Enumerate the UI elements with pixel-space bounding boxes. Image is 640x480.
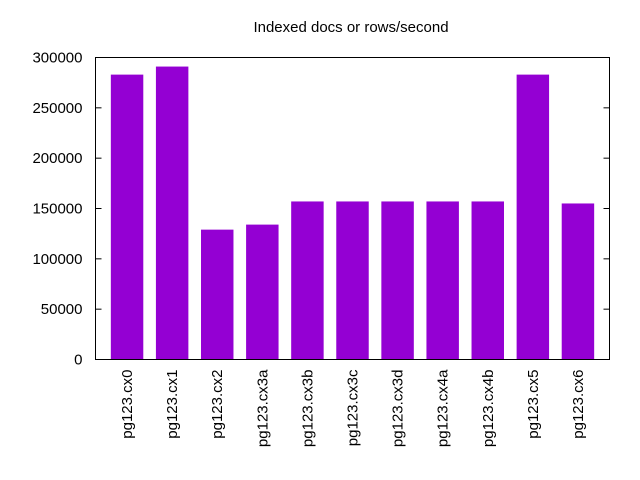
y-tick-label: 300000 [32,50,82,67]
y-tick-label: 0 [74,352,82,369]
y-tick-label: 100000 [32,251,82,268]
bar-pg123.cx4a [426,201,459,360]
y-tick-label: 50000 [41,301,83,318]
bar-pg123.cx3d [381,201,414,360]
bar-pg123.cx3c [336,201,369,360]
x-tick-label: pg123.cx1 [164,370,181,439]
y-tick-label: 200000 [32,150,82,167]
x-tick-label: pg123.cx5 [525,370,542,439]
x-tick-label: pg123.cx3c [345,369,362,446]
x-tick-label: pg123.cx0 [119,370,136,439]
chart-title: Indexed docs or rows/second [253,19,448,36]
y-tick-label: 250000 [32,100,82,117]
bar-pg123.cx3b [291,201,324,360]
bar-pg123.cx1 [155,66,189,360]
y-axis-ticks: 0 50000 100000 150000 200000 250000 300000 [32,50,610,369]
bars [110,66,595,360]
x-tick-label: pg123.cx4a [435,369,452,447]
x-axis-labels: pg123.cx0 pg123.cx1 pg123.cx2 pg123.cx3a pg1… [119,369,587,447]
x-tick-label: pg123.cx3d [390,370,407,448]
x-tick-label: pg123.cx6 [570,370,587,439]
bar-pg123.cx3a [246,224,279,360]
bar-pg123.cx5 [516,74,550,360]
bar-pg123.cx0 [110,74,144,360]
x-tick-label: pg123.cx3b [299,370,316,448]
x-tick-label: pg123.cx4b [480,370,497,448]
bar-pg123.cx6 [561,203,595,360]
x-tick-label: pg123.cx3a [254,369,271,447]
bar-pg123.cx4b [471,201,504,360]
y-tick-label: 150000 [32,201,82,218]
bar-pg123.cx2 [201,229,234,360]
plot-frame [95,57,610,360]
x-tick-label: pg123.cx2 [209,370,226,439]
